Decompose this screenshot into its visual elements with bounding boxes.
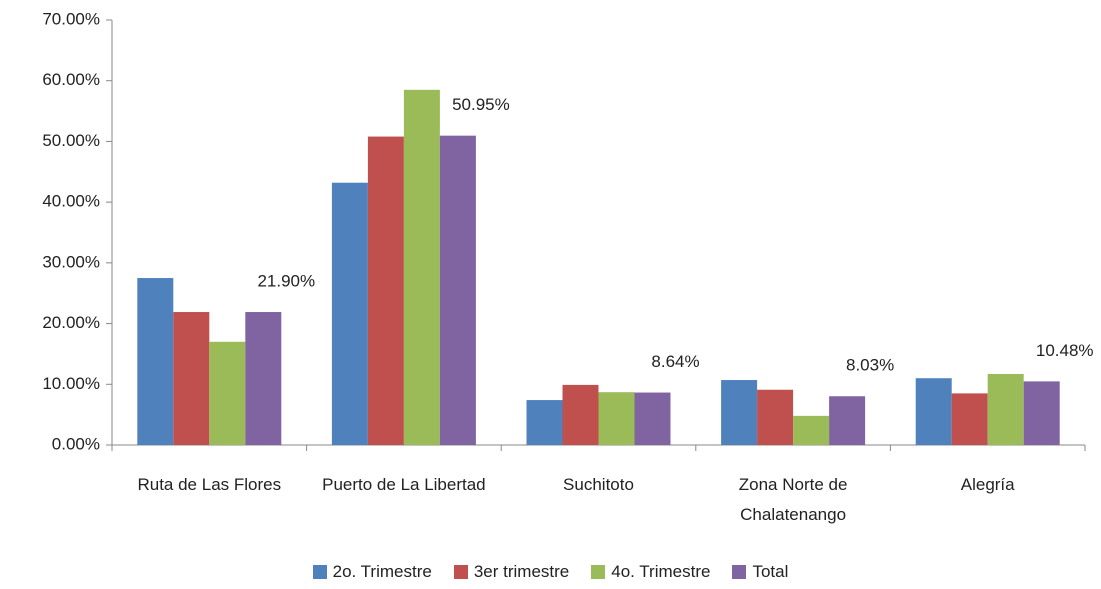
legend-item: 3er trimestre: [453, 562, 570, 582]
legend: 2o. Trimestre 3er trimestre 4o. Trimestre T…: [0, 562, 1101, 582]
y-tick-label: 10.00%: [42, 374, 100, 393]
bar: [137, 278, 174, 445]
y-tick-label: 20.00%: [42, 313, 100, 332]
y-tick-label: 0.00%: [52, 434, 100, 453]
bar: [245, 312, 282, 445]
legend-swatch: [453, 565, 468, 579]
legend-label: 4o. Trimestre: [611, 562, 711, 581]
x-tick-label: Zona Norte de Chalatenango: [738, 475, 848, 524]
bar: [439, 135, 476, 446]
bar: [598, 392, 635, 445]
bar: [634, 392, 671, 445]
y-tick-label: 50.00%: [42, 131, 100, 150]
legend-swatch: [312, 565, 327, 579]
legend-swatch: [732, 565, 747, 579]
bar: [951, 393, 988, 445]
bar: [721, 380, 758, 445]
legend-item: 2o. Trimestre: [312, 562, 432, 582]
bar: [829, 396, 866, 445]
y-tick-label: 40.00%: [42, 192, 100, 211]
data-label: 8.03%: [846, 356, 894, 375]
data-label: 21.90%: [257, 272, 315, 291]
legend-label: 3er trimestre: [473, 562, 570, 581]
y-tick-label: 60.00%: [42, 70, 100, 89]
data-label: 8.64%: [651, 352, 699, 371]
bar: [987, 373, 1024, 445]
bar: [757, 389, 794, 445]
bar: [793, 415, 830, 445]
x-tick-label: Puerto de La Libertad: [322, 475, 486, 494]
x-tick-label: Suchitoto: [563, 475, 634, 494]
bar: [209, 341, 246, 445]
bar: [526, 400, 563, 445]
legend-item: 4o. Trimestre: [591, 562, 710, 582]
bar: [1023, 381, 1060, 445]
bar: [331, 182, 368, 445]
data-label: 10.48%: [1036, 341, 1094, 360]
bar: [173, 312, 210, 445]
legend-label: 2o. Trimestre: [332, 562, 432, 581]
data-label: 50.95%: [452, 95, 510, 114]
bar: [403, 89, 440, 446]
y-tick-label: 30.00%: [42, 252, 100, 271]
legend-swatch: [591, 565, 606, 579]
legend-label: Total: [752, 562, 789, 581]
legend-item: Total: [732, 562, 788, 582]
x-tick-label: Alegría: [960, 475, 1015, 494]
bar: [562, 384, 599, 445]
bar: [367, 136, 404, 446]
y-tick-label: 70.00%: [42, 9, 100, 28]
x-tick-label: Ruta de Las Flores: [137, 475, 282, 494]
bar: [915, 378, 952, 445]
